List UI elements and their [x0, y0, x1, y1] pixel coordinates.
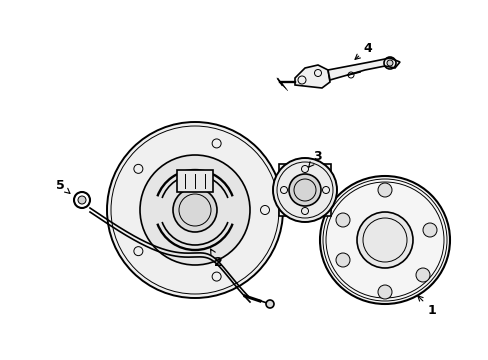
Circle shape: [377, 285, 391, 299]
FancyBboxPatch shape: [177, 170, 213, 192]
Text: 4: 4: [354, 41, 372, 59]
Circle shape: [415, 268, 429, 282]
FancyBboxPatch shape: [279, 164, 330, 216]
Circle shape: [173, 188, 217, 232]
Circle shape: [265, 300, 273, 308]
Circle shape: [335, 253, 349, 267]
Circle shape: [356, 212, 412, 268]
Circle shape: [288, 174, 320, 206]
Circle shape: [422, 223, 436, 237]
Text: 3: 3: [308, 149, 322, 167]
Circle shape: [272, 158, 336, 222]
Ellipse shape: [319, 176, 449, 304]
Text: 2: 2: [210, 249, 222, 269]
Polygon shape: [294, 65, 329, 88]
Circle shape: [386, 60, 392, 66]
Circle shape: [140, 155, 249, 265]
Text: 1: 1: [417, 296, 435, 316]
Text: 5: 5: [56, 179, 70, 193]
Circle shape: [335, 213, 349, 227]
Polygon shape: [327, 58, 399, 80]
Circle shape: [377, 183, 391, 197]
Circle shape: [78, 196, 86, 204]
Circle shape: [107, 122, 283, 298]
